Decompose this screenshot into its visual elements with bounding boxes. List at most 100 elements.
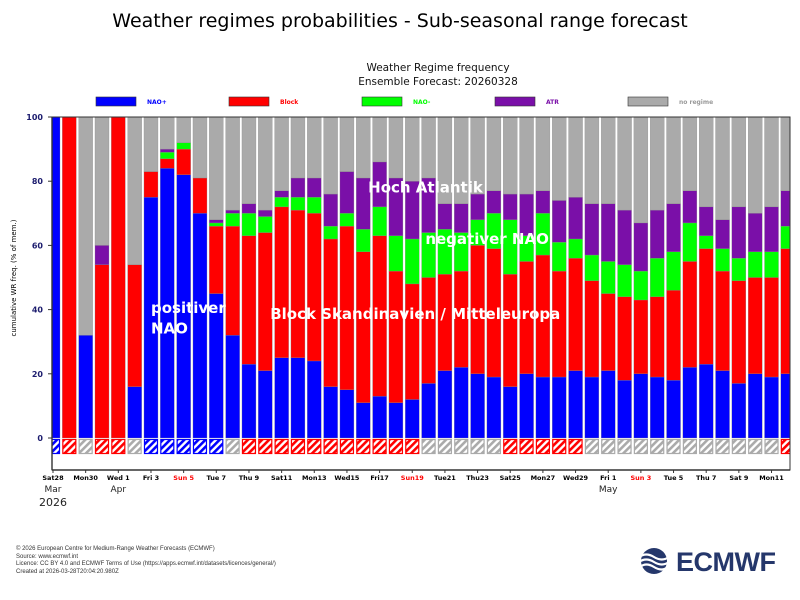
- marker-2026-04-06: [192, 438, 208, 455]
- x-tick-label: Fri 1: [600, 474, 617, 482]
- bar-ATR-2026-04-22: [454, 203, 469, 233]
- x-tick-label: Tue 5: [664, 474, 684, 482]
- bar-NAO-2026-04-15: [339, 213, 355, 227]
- marker-2026-04-29: [568, 438, 583, 455]
- bar-ATR-2026-05-05: [666, 203, 681, 252]
- marker-2026-05-11: [764, 438, 779, 455]
- bar-noregime-2026-04-16: [356, 116, 371, 179]
- bar-Block-2026-05-02: [617, 296, 632, 381]
- licence-text: Licence: CC BY 4.0 and ECMWF Terms of Us…: [16, 561, 276, 568]
- marker-2026-05-07: [699, 438, 714, 455]
- bar-noregime-2026-05-01: [601, 116, 616, 204]
- bar-noregime-2026-04-04: [160, 116, 175, 150]
- bar-NAO-2026-04-29: [568, 238, 583, 259]
- bar-Block-2026-03-29: [62, 116, 77, 439]
- bar-noregime-2026-04-13: [307, 116, 322, 179]
- bar-ATR-2026-04-30: [584, 203, 600, 256]
- chart-title: Weather Regime frequency: [366, 62, 509, 74]
- bar-NAO-2026-05-05: [666, 380, 681, 439]
- weather-regime-chart: Weather Regime frequency Ensemble Foreca…: [10, 62, 791, 509]
- bar-NAO-2026-05-04: [650, 258, 665, 297]
- bar-ATR-2026-04-07: [209, 219, 224, 224]
- x-tick-label: Sat28: [42, 474, 64, 482]
- marker-2026-04-22: [454, 438, 469, 455]
- bar-noregime-2026-04-14: [323, 116, 338, 195]
- x-tick-label: Sun19: [401, 474, 424, 482]
- marker-2026-04-23: [470, 438, 485, 455]
- marker-2026-04-19: [405, 438, 420, 455]
- bar-ATR-2026-05-06: [682, 190, 698, 224]
- bar-NAO-2026-04-28: [552, 376, 567, 439]
- x-tick-label: Fri17: [370, 474, 389, 482]
- x-tick-label: Thu 7: [696, 474, 716, 482]
- bar-noregime-2026-05-09: [731, 116, 747, 208]
- bar-noregime-2026-05-02: [617, 116, 632, 211]
- bar-ATR-2026-04-29: [568, 197, 583, 240]
- bar-Block-2026-04-01: [111, 116, 126, 439]
- bar-NAO-2026-05-07: [699, 235, 714, 249]
- bar-Block-2026-05-12: [780, 248, 790, 374]
- bar-Block-2026-05-10: [748, 277, 763, 374]
- bar-Block-2026-04-04: [160, 158, 175, 169]
- bar-NAO-2026-05-11: [764, 376, 779, 439]
- ecmwf-logo-icon: [638, 548, 670, 574]
- bar-Block-2026-05-05: [666, 290, 681, 381]
- bar-ATR-2026-04-04: [160, 148, 175, 153]
- bar-noregime-2026-04-09: [241, 116, 257, 204]
- bar-noregime-2026-04-03: [143, 116, 159, 172]
- y-tick-label: 80: [32, 177, 44, 186]
- bar-noregime-2026-05-12: [780, 116, 790, 191]
- bar-NAO-2026-04-21: [437, 370, 453, 439]
- bar-Block-2026-04-18: [388, 270, 404, 403]
- bar-NAO-2026-05-09: [731, 383, 747, 439]
- bar-NAO-2026-04-06: [192, 213, 208, 439]
- bar-NAO-2026-05-09: [731, 258, 747, 281]
- bar-Block-2026-05-03: [633, 299, 649, 374]
- legend-swatch-3: [494, 96, 536, 107]
- bar-NAO-2026-04-09: [241, 364, 257, 439]
- marker-2026-05-05: [666, 438, 681, 455]
- bar-ATR-2026-04-25: [503, 193, 518, 220]
- year-label: 2026: [39, 496, 67, 509]
- x-tick-label: Mon27: [531, 474, 556, 482]
- marker-2026-04-04: [160, 438, 175, 455]
- marker-2026-04-18: [388, 438, 404, 455]
- legend-label-4: no regime: [679, 99, 713, 106]
- bar-NAO-2026-04-05: [176, 142, 191, 150]
- bar-NAO-2026-05-11: [764, 251, 779, 278]
- bars: [52, 116, 790, 455]
- marker-2026-04-21: [437, 438, 453, 455]
- bar-NAO-2026-05-01: [601, 261, 616, 294]
- bar-noregime-2026-04-11: [274, 116, 289, 191]
- bar-NAO-2026-05-06: [682, 367, 698, 439]
- annotation-label: negativer NAO: [425, 230, 549, 248]
- bar-NAO-2026-04-11: [274, 357, 289, 439]
- bar-noregime-2026-03-31: [94, 116, 110, 246]
- bar-Block-2026-04-13: [307, 213, 322, 362]
- bar-NAO-2026-04-17: [372, 206, 387, 236]
- bar-Block-2026-04-20: [421, 277, 436, 384]
- bar-noregime-2026-04-27: [535, 116, 551, 191]
- x-tick-label: Mon11: [759, 474, 784, 482]
- bar-Block-2026-03-31: [94, 264, 110, 439]
- bar-ATR-2026-04-21: [437, 203, 453, 230]
- bar-NAO-2026-04-28: [552, 242, 567, 272]
- bar-ATR-2026-04-11: [274, 190, 289, 198]
- bar-NAO-2026-05-08: [715, 248, 730, 272]
- bar-Block-2026-04-11: [274, 206, 289, 358]
- legend-swatch-1: [228, 96, 270, 107]
- page-title: Weather regimes probabilities - Sub-seas…: [112, 10, 688, 32]
- bar-NAO-2026-05-03: [633, 373, 649, 439]
- bar-Block-2026-05-08: [715, 270, 730, 371]
- bar-noregime-2026-04-29: [568, 116, 583, 198]
- bar-NAO-2026-04-27: [535, 376, 551, 439]
- bar-NAO-2026-04-13: [307, 197, 322, 214]
- bar-NAO-2026-03-30: [78, 335, 93, 439]
- marker-2026-04-17: [372, 438, 387, 455]
- y-tick-label: 100: [26, 113, 43, 122]
- copyright-text: © 2026 European Centre for Medium-Range …: [16, 546, 215, 552]
- marker-2026-04-28: [552, 438, 567, 455]
- bar-NAO-2026-04-09: [241, 213, 257, 236]
- x-tick-label: Tue 7: [207, 474, 227, 482]
- annotation-label: Block Skandinavien / Mitteleuropa: [270, 305, 560, 323]
